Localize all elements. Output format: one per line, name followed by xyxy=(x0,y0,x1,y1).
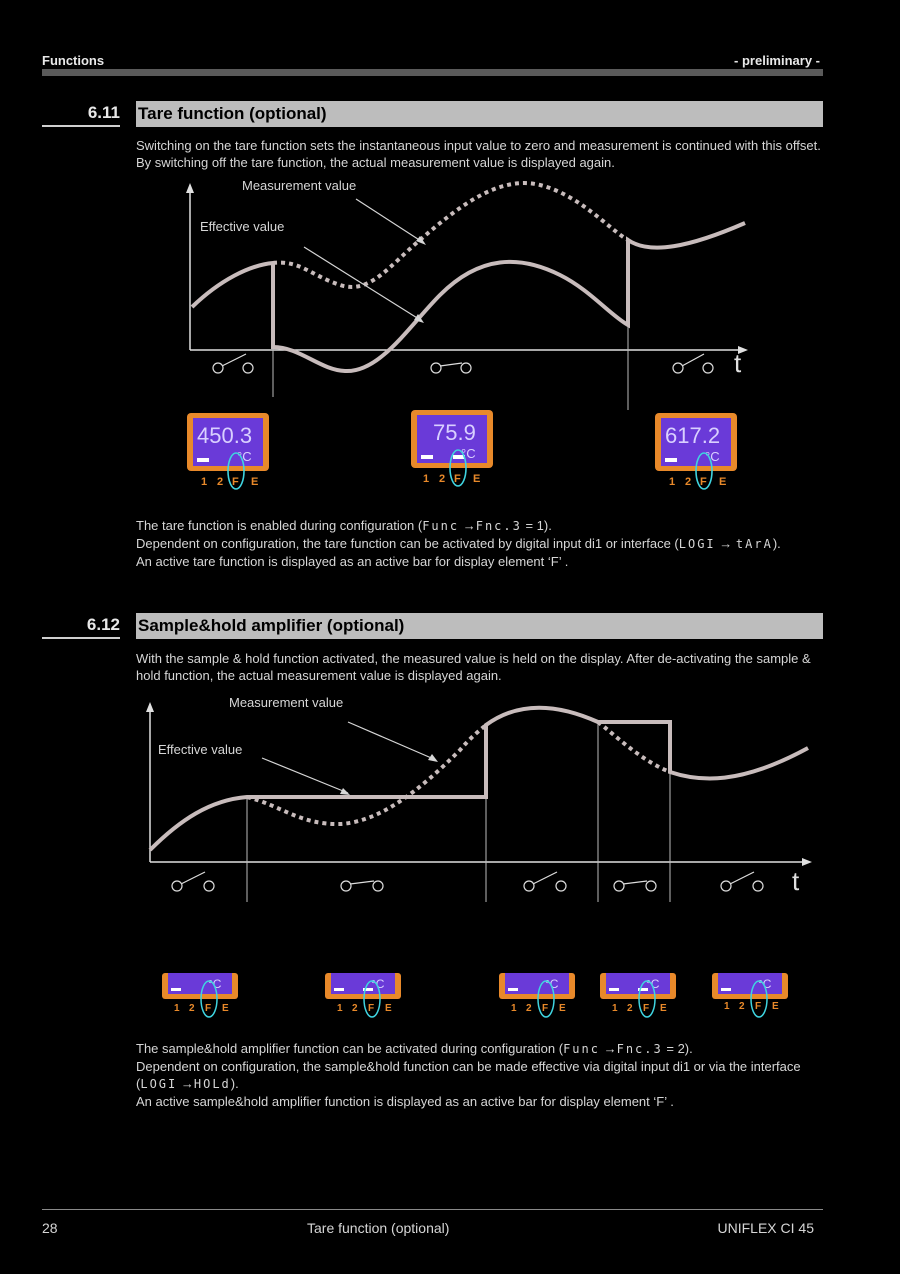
measurement-curve-2 xyxy=(246,723,488,827)
svg-text:F: F xyxy=(643,1003,649,1014)
svg-text:F: F xyxy=(368,1003,374,1014)
section-611-config-text: The tare function is enabled during conf… xyxy=(136,517,826,570)
effective-curve-2 xyxy=(148,705,809,852)
svg-text:1: 1 xyxy=(423,473,429,485)
x-axis-arrow xyxy=(738,346,748,354)
lcd-display-2: 75.9 °C 1 2 F E xyxy=(411,410,493,487)
svg-text:2: 2 xyxy=(352,1003,358,1014)
svg-text:1: 1 xyxy=(337,1003,343,1014)
footer-title: Tare function (optional) xyxy=(307,1220,450,1236)
lcd-small-1: °C 1 2 F E xyxy=(162,973,238,1018)
sh-config-line2: Dependent on configuration, the sample&h… xyxy=(136,1059,801,1074)
lcd-display-1: 450.3 °C 1 2 F E xyxy=(187,413,269,490)
svg-text:75.9: 75.9 xyxy=(433,420,476,445)
switch-2-2 xyxy=(340,880,384,892)
svg-text:450.3: 450.3 xyxy=(197,423,252,448)
svg-text:2: 2 xyxy=(685,476,691,488)
axis-t-label-2: t xyxy=(792,866,800,896)
svg-text:2: 2 xyxy=(217,476,223,488)
switch-open-2 xyxy=(672,353,714,374)
svg-text:F: F xyxy=(205,1003,211,1014)
switch-2-5 xyxy=(720,871,764,892)
switch-closed xyxy=(430,362,472,374)
label-effective-2: Effective value xyxy=(158,742,242,757)
svg-text:E: E xyxy=(660,1003,667,1014)
svg-text:1: 1 xyxy=(612,1003,618,1014)
svg-text:F: F xyxy=(700,476,707,488)
footer-product: UNIFLEX CI 45 xyxy=(717,1220,814,1236)
svg-text:E: E xyxy=(772,1001,779,1012)
header-section-name: Functions xyxy=(42,53,105,68)
switch-2-4 xyxy=(613,880,657,892)
section-title-612: Sample&hold amplifier (optional) xyxy=(136,613,823,639)
label-measurement-2: Measurement value xyxy=(229,695,343,710)
lcd-small-3: °C 1 2 F E xyxy=(499,973,575,1018)
svg-text:617.2: 617.2 xyxy=(665,423,720,448)
lcd-display-3: 617.2 °C 1 2 F E xyxy=(655,413,737,490)
tare-config-line1: The tare function is enabled during conf… xyxy=(136,518,552,533)
svg-text:°C: °C xyxy=(208,977,222,991)
header-status: - preliminary - xyxy=(734,53,820,68)
svg-text:E: E xyxy=(719,476,726,488)
lcd-small-5: °C 1 2 F E xyxy=(712,973,788,1018)
svg-text:1: 1 xyxy=(669,476,675,488)
sh-config-line3: An active sample&hold amplifier function… xyxy=(136,1094,674,1109)
tare-config-line3: An active tare function is displayed as … xyxy=(136,554,569,569)
svg-text:°C: °C xyxy=(371,977,385,991)
svg-text:E: E xyxy=(385,1003,392,1014)
section-title-611: Tare function (optional) xyxy=(136,101,823,127)
svg-text:1: 1 xyxy=(724,1001,730,1012)
svg-text:F: F xyxy=(755,1001,761,1012)
footer-page-number: 28 xyxy=(42,1220,58,1236)
svg-text:F: F xyxy=(454,473,461,485)
switch-open-1 xyxy=(212,353,254,374)
svg-text:F: F xyxy=(232,476,239,488)
tare-diagram: t Measurement value Effective value 450.… xyxy=(186,178,748,490)
svg-text:F: F xyxy=(542,1003,548,1014)
svg-text:2: 2 xyxy=(627,1003,633,1014)
svg-text:2: 2 xyxy=(739,1001,745,1012)
header-bar xyxy=(42,69,823,76)
section-612-config-text: The sample&hold amplifier function can b… xyxy=(136,1040,826,1110)
svg-text:°C: °C xyxy=(705,449,720,464)
svg-text:°C: °C xyxy=(646,977,660,991)
axis-t-label: t xyxy=(734,348,742,378)
switch-2-3 xyxy=(523,871,567,892)
sh-config-line1: The sample&hold amplifier function can b… xyxy=(136,1041,693,1056)
svg-text:2: 2 xyxy=(526,1003,532,1014)
svg-text:°C: °C xyxy=(758,977,772,991)
svg-text:2: 2 xyxy=(189,1003,195,1014)
svg-text:E: E xyxy=(559,1003,566,1014)
svg-text:E: E xyxy=(251,476,258,488)
section-number-612: 6.12 xyxy=(42,615,120,639)
section-number-611: 6.11 xyxy=(42,103,120,127)
svg-text:2: 2 xyxy=(439,473,445,485)
label-effective: Effective value xyxy=(200,219,284,234)
y-axis-arrow xyxy=(186,183,194,193)
svg-text:E: E xyxy=(222,1003,229,1014)
section-612-intro: With the sample & hold function activate… xyxy=(136,651,811,683)
effective-curve xyxy=(190,221,746,374)
svg-text:E: E xyxy=(473,473,480,485)
lcd-small-2: °C 1 2 F E xyxy=(325,973,401,1018)
measurement-curve xyxy=(272,181,630,289)
tare-config-line2: Dependent on configuration, the tare fun… xyxy=(136,536,781,551)
svg-text:°C: °C xyxy=(237,449,252,464)
lcd-small-4: °C 1 2 F E xyxy=(600,973,676,1018)
switch-2-1 xyxy=(171,871,215,892)
svg-text:°C: °C xyxy=(545,977,559,991)
svg-text:1: 1 xyxy=(174,1003,180,1014)
section-611-intro: Switching on the tare function sets the … xyxy=(136,138,821,170)
sample-hold-diagram: t Measurement value Effective value °C 1 xyxy=(146,695,812,1018)
svg-text:1: 1 xyxy=(201,476,207,488)
label-measurement: Measurement value xyxy=(242,178,356,193)
svg-text:1: 1 xyxy=(511,1003,517,1014)
sh-config-line2b: (LOGI →HOLd). xyxy=(136,1076,239,1091)
footer-divider xyxy=(42,1209,823,1210)
